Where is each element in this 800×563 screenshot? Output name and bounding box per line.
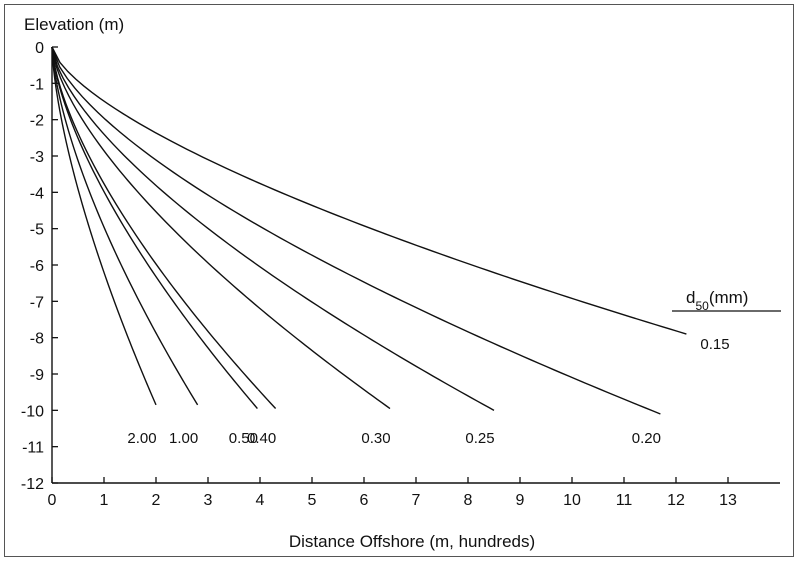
x-tick-label: 11 <box>616 492 633 509</box>
y-tick-label: -6 <box>30 258 44 275</box>
axes <box>51 47 780 484</box>
y-axis-title: Elevation (m) <box>24 15 124 34</box>
curve-label: 0.15 <box>700 336 729 353</box>
curve-d50-0-20 <box>51 46 661 415</box>
x-tick-label: 0 <box>48 492 57 509</box>
chart-frame <box>4 4 794 557</box>
x-tick-label: 10 <box>563 492 581 509</box>
curve-d50-0-40 <box>51 46 277 409</box>
y-tick-label: 0 <box>35 40 44 57</box>
y-tick-label: -5 <box>30 222 44 239</box>
legend-title-unit: (mm) <box>709 288 749 307</box>
y-tick-label: -9 <box>30 367 44 384</box>
x-tick-label: 5 <box>308 492 317 509</box>
x-tick-label: 9 <box>516 492 525 509</box>
legend-title-sub: 50 <box>695 299 709 313</box>
curve-d50-0-50 <box>51 46 258 409</box>
curve-label: 1.00 <box>169 430 198 447</box>
y-tick-label: -1 <box>30 76 44 93</box>
curve-label: 0.20 <box>632 430 661 447</box>
y-tick-label: -11 <box>22 440 44 457</box>
curve-d50-0-30 <box>51 46 391 410</box>
y-tick-label: -12 <box>21 476 44 493</box>
y-tick-label: -8 <box>30 331 44 348</box>
x-axis-title: Distance Offshore (m, hundreds) <box>289 532 535 551</box>
curve-d50-1-00 <box>51 46 199 406</box>
curve-label: 0.50 <box>229 430 258 447</box>
x-ticks: 0 1 2 3 4 5 6 7 8 9 10 11 12 13 <box>48 477 737 509</box>
legend-title: d50(mm) <box>686 288 748 313</box>
y-tick-label: -10 <box>21 403 44 420</box>
x-tick-label: 6 <box>360 492 369 509</box>
x-tick-label: 3 <box>204 492 213 509</box>
curve-label: 0.40 <box>247 430 276 447</box>
curve-label: 0.25 <box>465 430 494 447</box>
y-tick-label: -7 <box>30 294 44 311</box>
y-ticks: 0 -1 -2 -3 -4 -5 -6 -7 -8 -9 -10 -11 -12 <box>21 40 58 493</box>
curve-d50-0-15 <box>51 46 687 335</box>
curve-labels: 0.15 0.20 0.25 0.30 0.400.50 1.00 2.00 <box>127 336 729 447</box>
y-tick-label: -4 <box>30 185 44 202</box>
x-tick-label: 1 <box>100 492 109 509</box>
curve-d50-2-00 <box>51 46 157 406</box>
curve-label: 0.30 <box>361 430 390 447</box>
legend: d50(mm) <box>672 288 781 313</box>
curve-d50-0-25 <box>51 46 495 411</box>
legend-title-main: d <box>686 288 695 307</box>
curve-label: 2.00 <box>127 430 156 447</box>
x-tick-label: 8 <box>464 492 473 509</box>
x-tick-label: 2 <box>152 492 161 509</box>
curves <box>51 46 687 415</box>
y-tick-label: -3 <box>30 149 44 166</box>
y-tick-label: -2 <box>30 113 44 130</box>
x-tick-label: 4 <box>256 492 265 509</box>
x-tick-label: 7 <box>412 492 421 509</box>
x-tick-label: 12 <box>667 492 685 509</box>
x-tick-label: 13 <box>719 492 737 509</box>
